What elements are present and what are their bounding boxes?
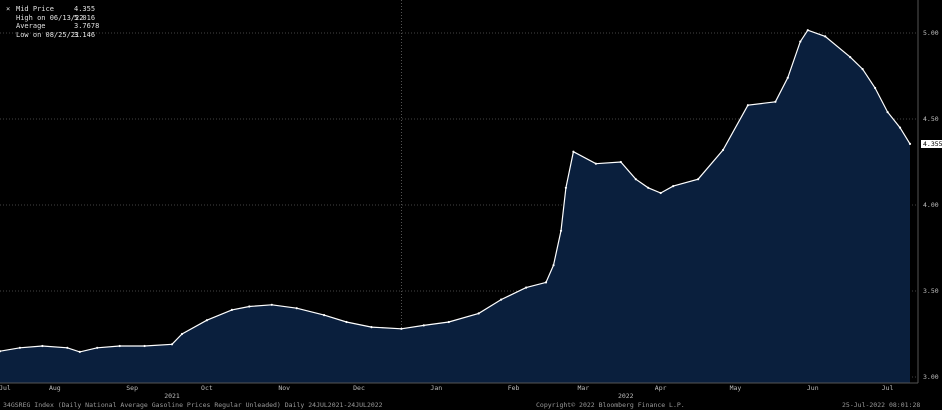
x-tick-label: Mar	[577, 384, 590, 392]
data-point	[270, 303, 273, 306]
footer-series-description: 34GSREG Index (Daily National Average Ga…	[3, 401, 383, 409]
year-label: 2022	[617, 392, 634, 400]
data-point	[41, 344, 44, 348]
x-tick-label: Feb	[507, 384, 520, 392]
y-tick-label: 4.50	[923, 115, 939, 123]
data-point	[552, 264, 555, 267]
x-tick-label: Nov	[278, 384, 291, 392]
x-tick-label: Aug	[48, 384, 61, 392]
data-point	[908, 142, 912, 145]
data-point	[18, 346, 21, 349]
data-point	[634, 178, 637, 181]
legend-row-low: Low on 08/25/21 3.146	[6, 31, 99, 40]
data-point	[500, 298, 503, 301]
data-point	[594, 162, 598, 165]
legend-marker-icon: ×	[6, 5, 11, 13]
data-point	[746, 104, 750, 107]
series-layer	[0, 29, 912, 383]
data-point	[647, 186, 650, 189]
data-point	[786, 76, 789, 79]
x-tick-label: Sep	[126, 384, 138, 392]
x-tick-label: Dec	[353, 384, 365, 392]
data-point	[799, 40, 802, 43]
data-point	[230, 308, 233, 311]
footer-timestamp: 25-Jul-2022 08:01:28	[842, 401, 921, 409]
data-point	[886, 111, 889, 114]
series-area	[0, 30, 910, 383]
data-point	[323, 314, 326, 317]
data-point	[874, 86, 877, 90]
y-tick-label: 4.00	[923, 201, 939, 209]
data-point	[295, 307, 298, 310]
year-label: 2021	[164, 392, 180, 400]
data-point	[422, 324, 425, 327]
data-point	[559, 229, 563, 232]
legend-row-average: Average 3.7678	[6, 22, 99, 31]
data-point	[849, 56, 852, 59]
data-point	[806, 29, 809, 32]
x-tick-label: Oct	[201, 384, 213, 392]
legend-value: 3.146	[74, 30, 96, 39]
data-point	[0, 350, 2, 353]
data-point	[66, 346, 69, 349]
y-tick-label: 3.00	[923, 373, 939, 381]
data-point	[170, 343, 174, 346]
legend-value: 5.016	[74, 13, 96, 22]
data-point	[205, 319, 208, 322]
data-point	[721, 148, 725, 152]
legend-label: High on 06/13/22	[16, 13, 84, 22]
data-point	[370, 326, 373, 329]
last-value-label: 4.355	[921, 139, 942, 148]
data-point	[248, 305, 251, 308]
legend-row-high: High on 06/13/22 5.016	[6, 14, 99, 23]
footer-copyright: Copyright© 2022 Bloomberg Finance L.P.	[536, 401, 685, 409]
data-point	[659, 191, 662, 195]
legend-label: Low on 08/25/21	[16, 30, 80, 39]
legend-label: Mid Price	[16, 5, 54, 13]
data-point	[78, 350, 81, 353]
data-point	[672, 185, 675, 188]
data-point	[572, 150, 575, 153]
data-point	[697, 178, 700, 181]
data-point	[861, 68, 864, 71]
data-point	[544, 281, 548, 284]
data-point	[345, 320, 348, 324]
data-point	[898, 126, 902, 129]
legend-marker-icon	[6, 31, 16, 40]
x-tick-label: Jul	[881, 384, 894, 392]
data-point	[400, 327, 403, 330]
y-tick-label: 5.00	[923, 29, 939, 37]
data-point	[180, 332, 184, 336]
data-point	[447, 320, 450, 324]
data-point	[118, 344, 121, 348]
x-tick-label: Jun	[806, 384, 819, 392]
data-point	[564, 186, 568, 189]
data-point	[96, 346, 99, 349]
x-tick-label: Jan	[430, 384, 443, 392]
x-tick-label: Jul	[0, 384, 11, 392]
x-tick-label: May	[729, 384, 742, 392]
legend-row-mid-price: × Mid Price 4.355	[6, 5, 99, 14]
data-point	[774, 100, 777, 103]
y-tick-label: 3.50	[923, 287, 939, 295]
data-point	[525, 286, 528, 289]
legend-value: 3.7678	[74, 22, 100, 30]
legend-marker-icon	[6, 22, 16, 31]
data-point	[824, 35, 827, 38]
data-point	[477, 312, 480, 315]
legend-marker-icon	[6, 14, 16, 23]
x-tick-label: Apr	[654, 384, 667, 392]
legend: × Mid Price 4.355 High on 06/13/22 5.016…	[6, 5, 99, 39]
legend-label: Average	[16, 22, 46, 30]
data-point	[619, 160, 622, 164]
data-point	[143, 344, 146, 348]
legend-value: 4.355	[74, 5, 96, 13]
